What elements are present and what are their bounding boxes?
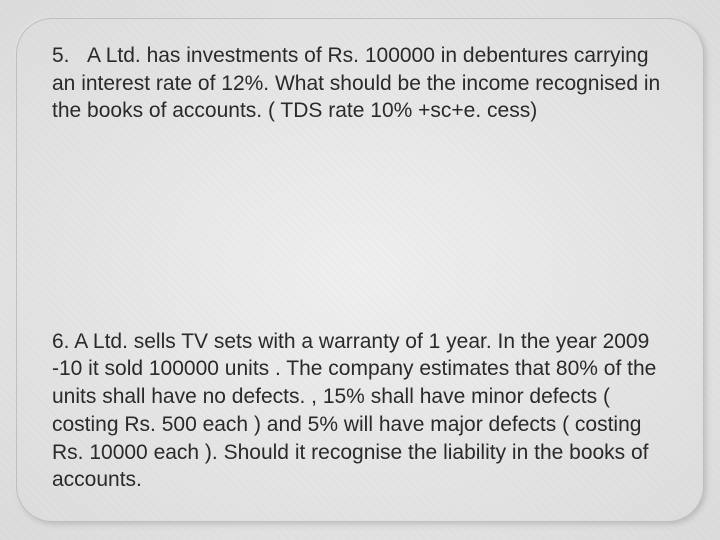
question-6-number: 6. [52,330,70,353]
question-5-text: A Ltd. has investments of Rs. 100000 in … [52,44,660,122]
slide-frame: 5. A Ltd. has investments of Rs. 100000 … [16,18,704,522]
question-6: 6. A Ltd. sells TV sets with a warranty … [52,328,668,494]
question-5: 5. A Ltd. has investments of Rs. 100000 … [52,42,668,125]
question-6-text: A Ltd. sells TV sets with a warranty of … [52,330,656,492]
question-5-number: 5. [52,44,70,67]
